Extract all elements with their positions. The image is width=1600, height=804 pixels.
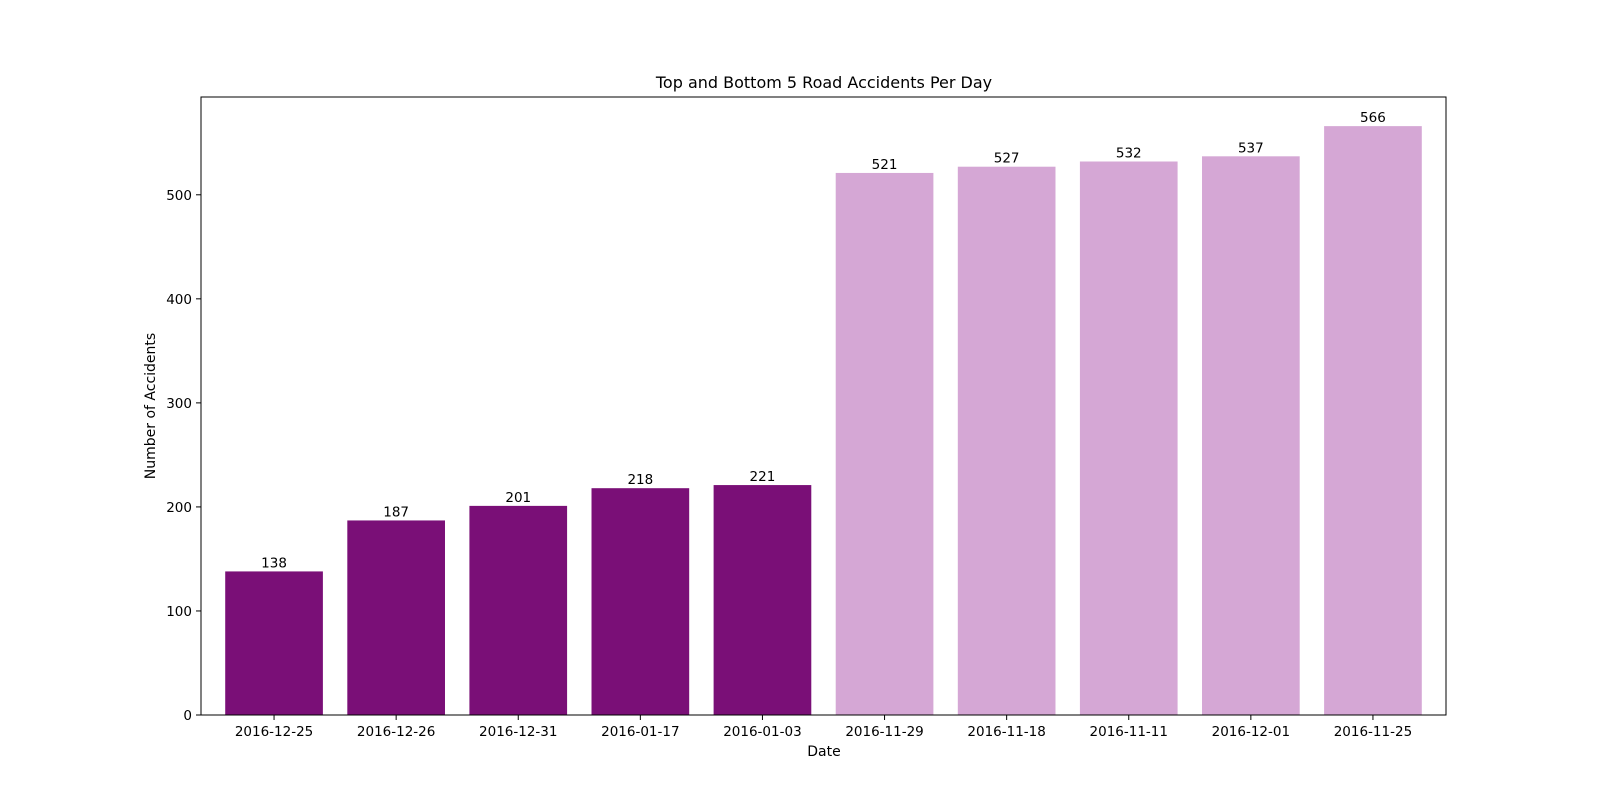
bar — [1202, 156, 1300, 715]
plot-frame — [200, 96, 1447, 716]
y-tick-label: 500 — [166, 188, 192, 204]
bars-group — [225, 126, 1422, 716]
x-tick-label: 2016-01-17 — [601, 724, 679, 740]
x-tick-label: 2016-11-11 — [1090, 724, 1168, 740]
bar-value-label: 566 — [1360, 110, 1386, 126]
bar-value-label: 537 — [1238, 140, 1264, 156]
y-tick-label: 200 — [166, 500, 192, 516]
x-tick-label: 2016-01-03 — [723, 724, 801, 740]
y-tick-label: 0 — [183, 708, 192, 724]
chart-title: Top and Bottom 5 Road Accidents Per Day — [655, 73, 992, 92]
bar-value-label: 532 — [1116, 146, 1142, 162]
bar — [591, 488, 690, 715]
y-tick-label: 100 — [166, 604, 192, 620]
bar-value-label: 138 — [261, 555, 287, 571]
x-tick-label: 2016-12-25 — [235, 724, 313, 740]
bar — [1079, 161, 1178, 715]
bar-value-label: 521 — [872, 157, 898, 173]
data-labels-group: 138 187 201 218 221 521 527 532 537 566 — [261, 110, 1386, 571]
x-tick-label: 2016-11-18 — [967, 724, 1045, 740]
x-tick-label: 2016-12-31 — [479, 724, 557, 740]
bar-value-label: 221 — [750, 469, 776, 485]
y-tick-label: 400 — [166, 292, 192, 308]
bar — [225, 571, 323, 715]
bar — [347, 520, 445, 715]
x-axis: 2016-12-25 2016-12-26 2016-12-31 2016-01-17… — [235, 715, 1412, 740]
x-tick-label: 2016-12-01 — [1212, 724, 1290, 740]
bar-value-label: 218 — [627, 472, 653, 488]
x-tick-label: 2016-11-29 — [845, 724, 923, 740]
bar — [957, 166, 1056, 715]
x-tick-label: 2016-11-25 — [1334, 724, 1412, 740]
bar — [713, 485, 812, 715]
bar — [1324, 126, 1422, 716]
y-tick-label: 300 — [166, 396, 192, 412]
x-axis-label: Date — [807, 744, 840, 760]
bar — [469, 505, 568, 715]
x-tick-label: 2016-12-26 — [357, 724, 435, 740]
y-axis-label: Number of Accidents — [143, 333, 159, 479]
bar — [835, 172, 934, 716]
bar-value-label: 201 — [505, 490, 531, 506]
bar-value-label: 527 — [994, 151, 1020, 167]
y-axis: 0 100 200 300 400 500 — [166, 188, 201, 724]
bar-value-label: 187 — [383, 504, 409, 520]
